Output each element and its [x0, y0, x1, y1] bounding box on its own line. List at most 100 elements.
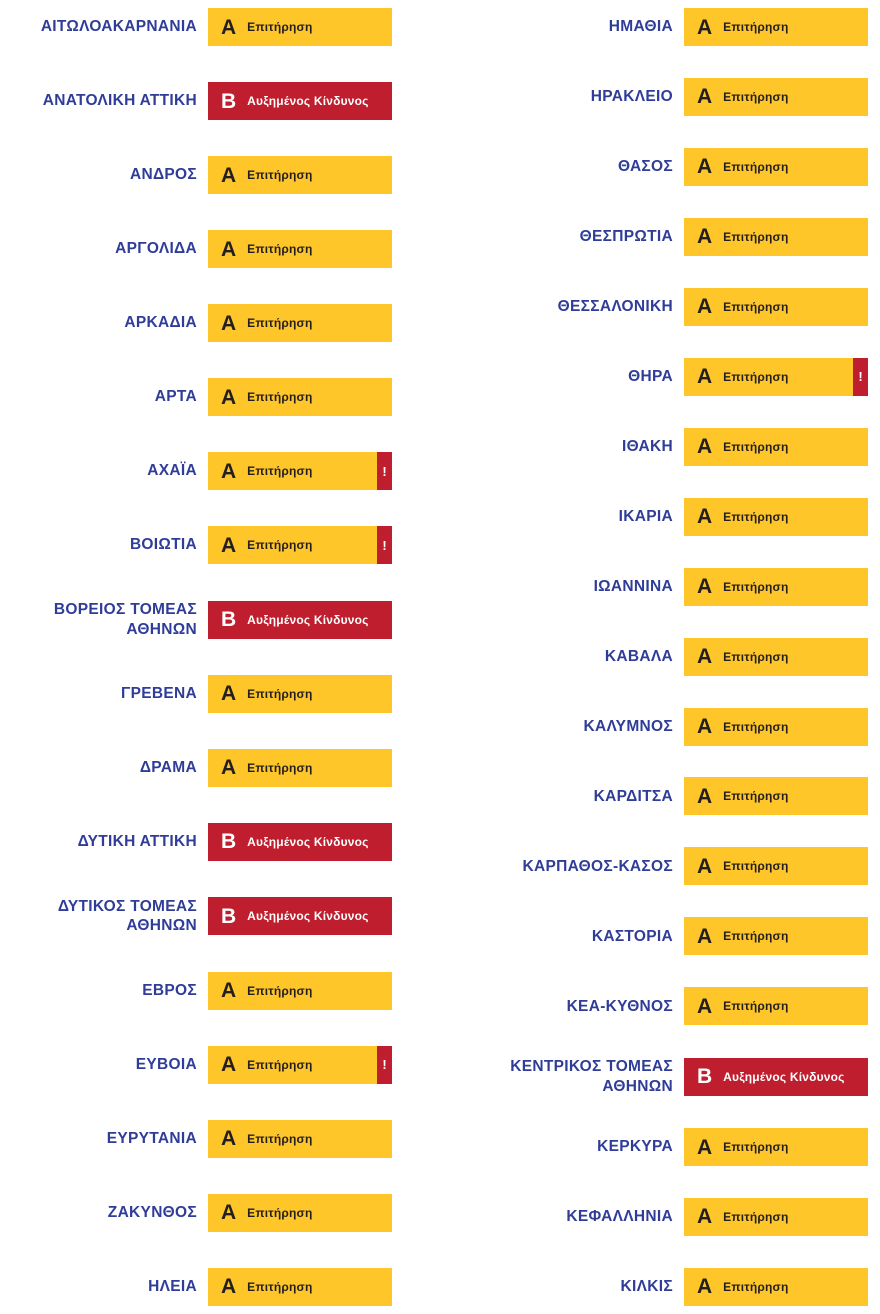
region-name: ΘΗΡΑ: [628, 368, 673, 386]
risk-level-badge: Α Επιτήρηση !: [684, 1197, 868, 1236]
region-name: ΕΒΡΟΣ: [142, 982, 197, 1000]
region-name: ΑΧΑΪΑ: [147, 462, 197, 480]
region-row: ΒΟΙΩΤΙΑ Α Επιτήρηση !: [12, 526, 392, 565]
risk-level-badge: Α Επιτήρηση !: [208, 156, 392, 195]
region-row: ΙΩΑΝΝΙΝΑ Α Επιτήρηση !: [480, 567, 868, 606]
risk-level-label: Επιτήρηση: [723, 439, 789, 454]
region-row: ΗΜΑΘΙΑ Α Επιτήρηση !: [480, 8, 868, 46]
risk-level-letter: Α: [221, 979, 237, 1003]
risk-level-badge: Α Επιτήρηση !: [208, 304, 392, 343]
alert-exclamation-icon: !: [853, 357, 868, 396]
risk-level-badge: Β Αυξημένος Κίνδυνος !: [684, 1057, 868, 1096]
risk-level-label: Επιτήρηση: [723, 369, 789, 384]
risk-level-letter: Α: [221, 459, 237, 483]
region-name: ΚΕΝΤΡΙΚΟΣ ΤΟΜΕΑΣ ΑΘΗΝΩΝ: [510, 1058, 673, 1095]
region-row: ΔΥΤΙΚΟΣ ΤΟΜΕΑΣ ΑΘΗΝΩΝ Β Αυξημένος Κίνδυν…: [12, 897, 392, 936]
region-row: ΚΑΡΠΑΘΟΣ-ΚΑΣΟΣ Α Επιτήρηση !: [480, 847, 868, 886]
region-row: ΑΝΑΤΟΛΙΚΗ ΑΤΤΙΚΗ Β Αυξημένος Κίνδυνος !: [12, 82, 392, 121]
risk-level-badge: Α Επιτήρηση !: [208, 1119, 392, 1158]
region-column-left: ΑΙΤΩΛΟΑΚΑΡΝΑΝΙΑ Α Επιτήρηση ! ΑΝΑΤΟΛΙΚΗ …: [12, 0, 392, 1314]
region-name: ΘΕΣΠΡΩΤΙΑ: [579, 228, 673, 246]
risk-level-letter: Β: [221, 830, 237, 854]
risk-level-letter: Α: [221, 682, 237, 706]
risk-level-badge: Α Επιτήρηση !: [684, 1128, 868, 1166]
risk-level-badge: Α Επιτήρηση !: [684, 707, 868, 746]
risk-level-letter: Α: [697, 505, 713, 529]
risk-level-badge: Α Επιτήρηση !: [208, 378, 392, 417]
region-name: ΒΟΡΕΙΟΣ ΤΟΜΕΑΣ ΑΘΗΝΩΝ: [53, 601, 197, 638]
risk-level-letter: Α: [697, 924, 713, 948]
region-name: ΙΘΑΚΗ: [621, 438, 673, 456]
risk-level-badge: Α Επιτήρηση !: [208, 1267, 392, 1306]
risk-level-letter: Α: [697, 645, 713, 669]
region-row: ΖΑΚΥΝΘΟΣ Α Επιτήρηση !: [12, 1193, 392, 1232]
risk-level-letter: Α: [697, 435, 713, 459]
region-name: ΙΩΑΝΝΙΝΑ: [593, 577, 673, 595]
risk-level-label: Επιτήρηση: [723, 649, 789, 664]
risk-level-badge: Α Επιτήρηση !: [208, 748, 392, 787]
risk-level-badge: Α Επιτήρηση !: [684, 427, 868, 466]
region-name: ΑΝΑΤΟΛΙΚΗ ΑΤΤΙΚΗ: [42, 92, 197, 110]
risk-level-badge: Α Επιτήρηση !: [684, 637, 868, 676]
risk-level-letter: Α: [697, 1205, 713, 1229]
risk-level-letter: Α: [221, 163, 237, 187]
risk-level-letter: Β: [221, 904, 237, 928]
risk-level-label: Επιτήρηση: [723, 579, 789, 594]
risk-level-letter: Α: [697, 854, 713, 878]
risk-level-letter: Β: [221, 608, 237, 631]
region-name: ΚΙΛΚΙΣ: [620, 1278, 673, 1296]
risk-level-letter: Α: [697, 994, 713, 1018]
risk-level-badge: Α Επιτήρηση !: [684, 287, 868, 326]
alert-exclamation-icon: !: [377, 452, 392, 491]
risk-level-letter: Α: [697, 575, 713, 599]
region-name: ΚΑΡΠΑΘΟΣ-ΚΑΣΟΣ: [522, 857, 673, 875]
region-row: ΑΙΤΩΛΟΑΚΑΡΝΑΝΙΑ Α Επιτήρηση !: [12, 8, 392, 46]
risk-level-badge: Β Αυξημένος Κίνδυνος !: [208, 600, 392, 639]
risk-level-badge: Α Επιτήρηση !: [684, 777, 868, 816]
risk-level-label: Επιτήρηση: [723, 929, 789, 944]
risk-level-badge: Α Επιτήρηση !: [684, 497, 868, 536]
region-row: ΘΑΣΟΣ Α Επιτήρηση !: [480, 147, 868, 186]
risk-level-label: Επιτήρηση: [723, 1140, 789, 1154]
region-row: ΚΕΑ-ΚΥΘΝΟΣ Α Επιτήρηση !: [480, 987, 868, 1026]
risk-level-letter: Α: [221, 1127, 237, 1151]
risk-level-badge: Α Επιτήρηση !: [684, 217, 868, 256]
risk-level-badge: Α Επιτήρηση !: [208, 674, 392, 713]
region-name: ΑΙΤΩΛΟΑΚΑΡΝΑΝΙΑ: [40, 18, 197, 36]
region-name: ΚΕΑ-ΚΥΘΝΟΣ: [566, 997, 673, 1015]
risk-level-letter: Α: [697, 225, 713, 249]
risk-level-letter: Α: [221, 1201, 237, 1225]
risk-level-badge: Α Επιτήρηση !: [684, 987, 868, 1026]
risk-level-label: Επιτήρηση: [247, 538, 313, 553]
risk-level-letter: Α: [221, 1275, 237, 1299]
region-row: ΕΥΒΟΙΑ Α Επιτήρηση !: [12, 1045, 392, 1084]
region-name: ΕΥΒΟΙΑ: [135, 1056, 197, 1074]
risk-level-letter: Α: [221, 237, 237, 261]
region-row: ΑΝΔΡΟΣ Α Επιτήρηση !: [12, 156, 392, 195]
risk-level-label: Επιτήρηση: [723, 999, 789, 1014]
risk-level-label: Επιτήρηση: [723, 89, 789, 104]
region-row: ΗΡΑΚΛΕΙΟ Α Επιτήρηση !: [480, 77, 868, 116]
region-row: ΙΚΑΡΙΑ Α Επιτήρηση !: [480, 497, 868, 536]
risk-level-badge: Β Αυξημένος Κίνδυνος !: [208, 897, 392, 936]
region-name: ΔΥΤΙΚΟΣ ΤΟΜΕΑΣ ΑΘΗΝΩΝ: [57, 897, 197, 935]
risk-level-badge: Α Επιτήρηση !: [684, 8, 868, 46]
risk-level-label: Αυξημένος Κίνδυνος: [247, 909, 369, 924]
risk-level-badge: Α Επιτήρηση !: [208, 452, 392, 491]
region-row: ΚΕΡΚΥΡΑ Α Επιτήρηση !: [480, 1128, 868, 1166]
risk-level-label: Επιτήρηση: [247, 1131, 313, 1146]
region-name: ΒΟΙΩΤΙΑ: [129, 536, 197, 554]
region-name: ΚΑΡΔΙΤΣΑ: [593, 787, 673, 805]
region-name: ΖΑΚΥΝΘΟΣ: [107, 1204, 197, 1222]
risk-level-badge: Α Επιτήρηση !: [208, 230, 392, 269]
risk-level-letter: Α: [697, 85, 713, 109]
risk-level-label: Επιτήρηση: [247, 390, 313, 405]
region-name: ΚΕΦΑΛΛΗΝΙΑ: [566, 1208, 673, 1226]
region-column-right: ΗΜΑΘΙΑ Α Επιτήρηση ! ΗΡΑΚΛΕΙΟ Α Επιτήρησ…: [480, 0, 868, 1314]
region-row: ΑΧΑΪΑ Α Επιτήρηση !: [12, 452, 392, 491]
risk-level-letter: Α: [697, 784, 713, 808]
risk-level-label: Αυξημένος Κίνδυνος: [723, 1069, 845, 1084]
risk-level-letter: Α: [697, 15, 713, 39]
risk-level-badge: Α Επιτήρηση !: [208, 1193, 392, 1232]
risk-level-badge: Α Επιτήρηση !: [684, 77, 868, 116]
